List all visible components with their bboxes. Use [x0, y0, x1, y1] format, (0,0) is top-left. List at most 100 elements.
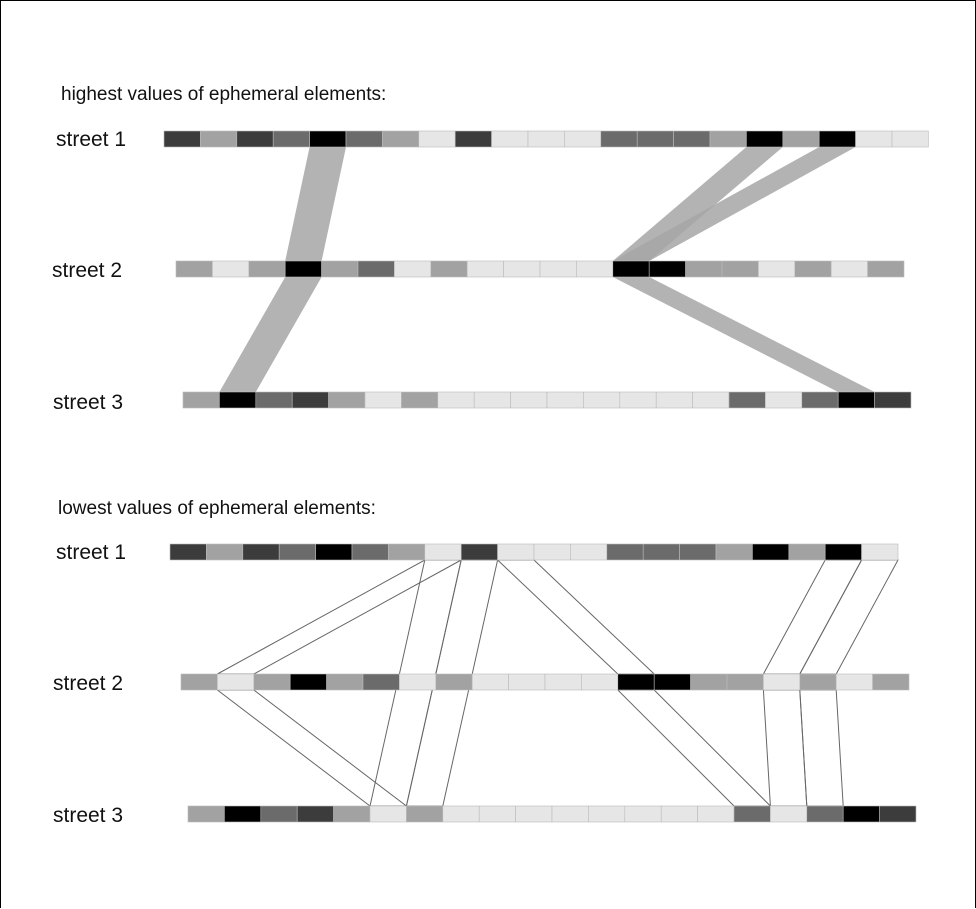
panel-1-street-2-cell-17: [758, 260, 796, 278]
panel-2-link-4: [215, 689, 408, 807]
panel-2-street-2-cell-6: [362, 673, 400, 691]
panel-2-street-2-label: street 2: [53, 672, 123, 695]
panel-1-street-2-cell-5: [321, 260, 359, 278]
panel-1-street-3-cell-3: [255, 391, 293, 409]
panel-1-street-3-cell-7: [401, 391, 439, 409]
panel-2-street-3-bar: [187, 805, 917, 823]
panel-2-street-1-cell-13: [606, 543, 644, 561]
panel-2-street-2-cell-12: [581, 673, 619, 691]
panel-2-street-1-cell-8: [424, 543, 462, 561]
panel-1-street-1-cell-3: [236, 130, 274, 148]
panel-2-link-9: [762, 689, 808, 807]
panel-1-street-1-cell-20: [855, 130, 893, 148]
panel-1-street-1-cell-2: [200, 130, 238, 148]
panel-1-street-1-cell-7: [382, 130, 420, 148]
panel-2-street-2-bar: [180, 673, 910, 691]
panel-2-street-2-cell-18: [799, 673, 837, 691]
panel-1-street-2-cell-13: [612, 260, 650, 278]
panel-1-street-2-cell-8: [430, 260, 468, 278]
panel-2-street-2-cell-3: [253, 673, 291, 691]
panel-2-title: lowest values of ephemeral elements:: [58, 498, 376, 519]
panel-2-street-3-cell-1: [187, 805, 225, 823]
panel-1-street-3-label: street 3: [53, 391, 123, 414]
panel-1-street-1-cell-16: [709, 130, 747, 148]
panel-1-street-2-cell-11: [539, 260, 577, 278]
panel-1-street-1-cell-10: [491, 130, 529, 148]
panel-1-street-2-bar: [175, 260, 905, 278]
panel-2-street-2-cell-8: [435, 673, 473, 691]
panel-1-street-1-cell-17: [746, 130, 784, 148]
panel-1-street-2-cell-16: [721, 260, 759, 278]
panel-2-street-2-cell-17: [763, 673, 801, 691]
panel-2-street-2-cell-9: [471, 673, 509, 691]
panel-1-street-2-cell-14: [648, 260, 686, 278]
panel-1-street-1-cell-21: [891, 130, 929, 148]
panel-1-street-2-cell-15: [685, 260, 723, 278]
panel-1-street-3-bar: [182, 391, 912, 409]
panel-1-street-2-cell-6: [357, 260, 395, 278]
panel-1-street-3-cell-20: [874, 391, 912, 409]
panel-1-street-2-cell-9: [466, 260, 504, 278]
panel-1-street-3-cell-4: [291, 391, 329, 409]
panel-2-street-3-cell-8: [442, 805, 480, 823]
panel-1-street-2-cell-20: [867, 260, 905, 278]
panel-1-street-2-cell-18: [794, 260, 832, 278]
panel-2-street-1-cell-15: [679, 543, 717, 561]
panel-2-street-1-cell-3: [242, 543, 280, 561]
panel-2-street-1-cell-6: [351, 543, 389, 561]
panel-2-street-3-cell-12: [588, 805, 626, 823]
panel-2-link-6: [616, 689, 772, 807]
panel-2-link-5: [496, 559, 656, 675]
panel-1-street-1-label: street 1: [56, 128, 126, 151]
panel-2-street-1-cell-5: [315, 543, 353, 561]
panel-2-street-2-cell-19: [835, 673, 873, 691]
panel-1-street-3-cell-9: [473, 391, 511, 409]
panel-1-street-1-cell-9: [454, 130, 492, 148]
panel-2-street-1-cell-1: [169, 543, 207, 561]
panel-2-street-1-cell-11: [533, 543, 571, 561]
panel-2-link-1: [217, 559, 462, 675]
panel-2-street-3-cell-16: [733, 805, 771, 823]
panel-1-street-3-cell-13: [619, 391, 657, 409]
panel-1-street-3-cell-8: [437, 391, 475, 409]
panel-2-street-3-cell-19: [842, 805, 880, 823]
panel-2-street-2-cell-14: [653, 673, 691, 691]
links-layer: [215, 147, 899, 807]
panel-1-street-1-cell-19: [818, 130, 856, 148]
panel-1-street-3-cell-19: [837, 391, 875, 409]
panel-1-street-2-cell-4: [284, 260, 322, 278]
panel-1-street-2-cell-12: [576, 260, 614, 278]
panel-1-link-3: [612, 147, 783, 261]
panel-1-link-2: [219, 277, 322, 392]
panel-2-street-2-cell-4: [289, 673, 327, 691]
panel-2-street-2-cell-15: [690, 673, 728, 691]
panel-2-street-3-cell-7: [406, 805, 444, 823]
panel-2-street-3-cell-4: [296, 805, 334, 823]
panel-2-street-3-label: street 3: [53, 804, 123, 827]
panel-2-street-2-cell-2: [217, 673, 255, 691]
panel-1-link-5: [612, 277, 875, 392]
panel-1-street-3-cell-18: [801, 391, 839, 409]
panel-1-street-3-cell-14: [655, 391, 693, 409]
panel-1-street-1-cell-12: [564, 130, 602, 148]
panel-2-link-8: [798, 559, 899, 675]
panel-1-street-1-cell-4: [272, 130, 310, 148]
panel-1-street-1-cell-14: [636, 130, 674, 148]
panel-2-street-2-cell-10: [508, 673, 546, 691]
panel-2-street-1-cell-10: [497, 543, 535, 561]
panel-2-street-1-cell-16: [715, 543, 753, 561]
panel-2-street-3-cell-10: [515, 805, 553, 823]
panel-2-street-3-cell-13: [624, 805, 662, 823]
panel-2-street-1-cell-20: [861, 543, 899, 561]
panel-2-street-2-cell-13: [617, 673, 655, 691]
panel-2-street-3-cell-3: [260, 805, 298, 823]
panel-2-link-10: [799, 689, 844, 807]
panel-1-title: highest values of ephemeral elements:: [61, 84, 386, 105]
panel-2-street-3-cell-11: [551, 805, 589, 823]
panel-1-street-3-cell-15: [692, 391, 730, 409]
panel-2-street-1-cell-7: [388, 543, 426, 561]
panel-1-street-1-cell-11: [527, 130, 565, 148]
panel-1-link-1: [285, 147, 346, 261]
